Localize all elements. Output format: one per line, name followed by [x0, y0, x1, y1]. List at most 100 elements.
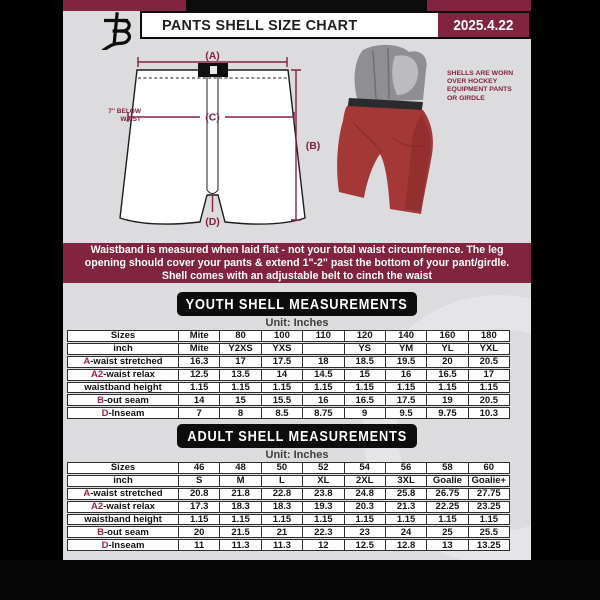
table-cell: 1.15 [467, 382, 509, 393]
table-cell: L [260, 475, 302, 486]
table-cell: 18 [302, 356, 343, 367]
row-label-text: -out seam [104, 526, 149, 538]
adult-banner-text: ADULT SHELL MEASUREMENTS [187, 427, 407, 445]
waist-note: 7'' BELOW WAIST [108, 108, 141, 123]
table-cell: 11.3 [260, 540, 302, 551]
table-cell: 22.3 [302, 527, 343, 538]
row-label: waistband height [68, 382, 178, 393]
date-badge: 2025.4.22 [438, 13, 529, 37]
table-cell: 13 [426, 540, 467, 551]
table-cell: 22.25 [426, 501, 467, 512]
table-cell: 48 [219, 462, 260, 473]
row-label-text: -out seam [104, 394, 149, 406]
table-cell: Goalie [426, 475, 467, 486]
shell-photo [337, 44, 433, 214]
header-bar: PANTS SHELL SIZE CHART 2025.4.22 [140, 11, 531, 39]
measure-label-c: (C) [205, 112, 220, 124]
table-cell: 17 [219, 356, 260, 367]
table-cell: 1.15 [426, 514, 467, 525]
table-cell: YXL [467, 343, 509, 354]
page-title: PANTS SHELL SIZE CHART [142, 13, 438, 37]
measure-label-b: (B) [306, 140, 321, 152]
table-cell: 21.8 [219, 488, 260, 499]
measure-letter: D [101, 539, 109, 551]
table-cell: 1.15 [384, 382, 426, 393]
youth-banner-text: YOUTH SHELL MEASUREMENTS [185, 295, 409, 313]
table-row: A2 -waist relax 17.3 18.3 18.3 19.3 20.3 21.3 22… [67, 500, 510, 513]
youth-table: Sizes Mite 80 100 110 120 140 160 180 inch Mite Y2X… [67, 330, 510, 420]
table-row: B -out seam 14 15 15.5 16 16.5 17.5 19 20.5 [67, 394, 510, 407]
breakaway-b-logo-icon [101, 12, 131, 50]
table-cell: 110 [302, 330, 343, 341]
table-row: waistband height 1.15 1.15 1.15 1.15 1.15 1.15… [67, 513, 510, 526]
page-title-text: PANTS SHELL SIZE CHART [162, 16, 358, 34]
table-cell: 60 [467, 462, 509, 473]
table-cell: 10.3 [467, 408, 509, 419]
youth-unit-label: Unit: Inches [265, 317, 329, 329]
table-cell: 21.5 [219, 527, 260, 538]
notice-banner: Waistband is measured when laid flat - n… [63, 243, 531, 283]
table-cell: 1.15 [343, 514, 385, 525]
table-cell: 15 [219, 395, 260, 406]
table-cell: S [178, 475, 219, 486]
table-cell: 160 [426, 330, 467, 341]
table-cell: 25.8 [384, 488, 426, 499]
table-cell: 16.5 [343, 395, 385, 406]
table-cell [302, 343, 343, 354]
row-label: A2 -waist relax [68, 369, 178, 381]
table-cell: 1.15 [260, 382, 302, 393]
row-label-text: -waist relax [103, 501, 155, 513]
table-cell: YS [343, 343, 385, 354]
table-cell: 20.8 [178, 488, 219, 499]
table-cell: 46 [178, 462, 219, 473]
table-cell: 14 [260, 369, 302, 380]
table-cell: 19 [426, 395, 467, 406]
measure-label-d: (D) [205, 216, 220, 228]
table-cell: 9 [343, 408, 385, 419]
table-cell: 58 [426, 462, 467, 473]
row-label: waistband height [68, 514, 178, 525]
table-cell: YL [426, 343, 467, 354]
table-cell: 1.15 [219, 514, 260, 525]
table-cell: YXS [260, 343, 302, 354]
table-row: Sizes 46 48 50 52 54 56 58 60 [67, 462, 510, 474]
row-label: D -Inseam [68, 539, 178, 551]
table-cell: 100 [260, 330, 302, 341]
adult-table: Sizes 46 48 50 52 54 56 58 60 inch S M L XL 2XL 3XL Goal… [67, 462, 510, 552]
table-cell: Mite [178, 343, 219, 354]
row-label-text: -Inseam [108, 539, 145, 551]
table-row: A -waist stretched 20.8 21.8 22.8 23.8 24.8 25.… [67, 487, 510, 500]
table-cell: 20.5 [467, 395, 509, 406]
row-label-text: inch [113, 343, 133, 355]
table-cell: 2XL [343, 475, 385, 486]
adult-section-banner: ADULT SHELL MEASUREMENTS [177, 424, 417, 448]
row-label: inch [68, 343, 178, 355]
row-label-text: Sizes [110, 462, 136, 474]
table-cell: 12.8 [384, 540, 426, 551]
table-cell: 12.5 [178, 369, 219, 380]
table-cell: 21 [260, 527, 302, 538]
table-cell: 15 [343, 369, 385, 380]
table-row: A -waist stretched 16.3 17 17.5 18 18.5 19.5 20 2… [67, 355, 510, 368]
table-row: waistband height 1.15 1.15 1.15 1.15 1.15 1.15… [67, 381, 510, 394]
row-label-text: -waist relax [103, 369, 155, 381]
row-label-text: inch [113, 475, 133, 487]
table-row: D -Inseam 7 8 8.5 8.75 9 9.5 9.75 10.3 [67, 407, 510, 420]
table-cell: 25.5 [467, 527, 509, 538]
row-label: A -waist stretched [68, 488, 178, 499]
table-cell: 11 [178, 540, 219, 551]
table-cell: 8.75 [302, 408, 343, 419]
table-cell: 1.15 [302, 514, 343, 525]
youth-section-banner: YOUTH SHELL MEASUREMENTS [177, 292, 417, 316]
row-label: B -out seam [68, 526, 178, 538]
table-row: A2 -waist relax 12.5 13.5 14 14.5 15 16 16.5 17 [67, 368, 510, 381]
table-cell: XL [302, 475, 343, 486]
table-cell: 52 [302, 462, 343, 473]
table-row: D -Inseam 11 11.3 11.3 12 12.5 12.8 13 13.25 [67, 539, 510, 552]
table-cell: 12.5 [343, 540, 385, 551]
table-cell: 50 [260, 462, 302, 473]
table-cell: 1.15 [302, 382, 343, 393]
table-cell: 24 [384, 527, 426, 538]
row-label: Sizes [68, 462, 178, 474]
